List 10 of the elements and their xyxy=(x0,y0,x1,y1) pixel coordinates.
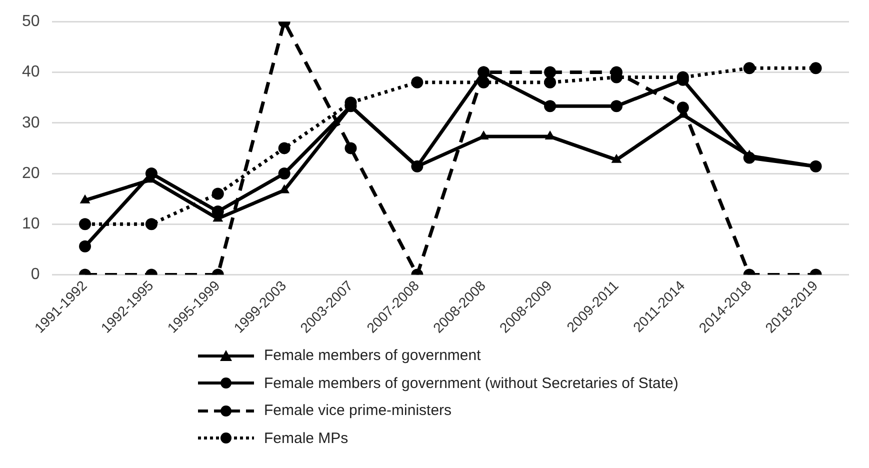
legend-label: Female MPs xyxy=(264,430,348,447)
y-tick-label: 30 xyxy=(22,114,40,132)
y-tick-label: 50 xyxy=(22,13,40,30)
y-tick-label: 0 xyxy=(30,266,40,284)
y-tick-label: 40 xyxy=(22,64,40,81)
legend-label: Female members of government xyxy=(264,347,481,364)
legend-label: Female members of government (without Secretaries of State) xyxy=(264,374,678,392)
y-tick-label: 10 xyxy=(22,216,40,233)
y-tick-label: 20 xyxy=(22,164,40,182)
legend-label: Female vice prime-ministers xyxy=(264,402,452,420)
